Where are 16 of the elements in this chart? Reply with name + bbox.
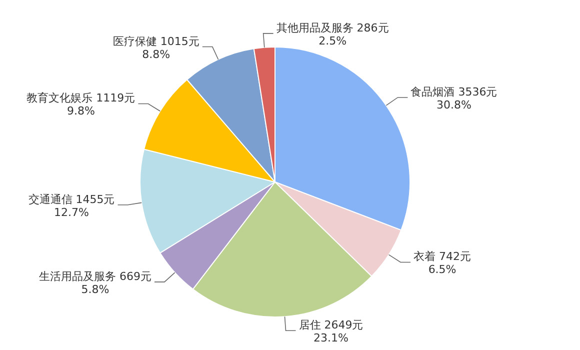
data-label: 23.1% (314, 332, 348, 345)
slice-label: 交通通信 1455元 (28, 192, 115, 206)
slice-label: 医疗保健 1015元 (112, 34, 200, 48)
slice-label: 居住 2649元 (298, 318, 364, 332)
data-label: 5.8% (81, 282, 110, 296)
data-label: 30.8% (436, 98, 472, 112)
slice-label: 食品烟酒 3536元 (410, 85, 498, 98)
data-label: 6.5% (428, 263, 456, 276)
slice-label: 衣着 742元 (414, 250, 472, 264)
slice-label: 生活用品及服务 669元 (38, 270, 152, 283)
slice-label: 教育文化娱乐 1119元 (26, 92, 136, 105)
data-label: 12.7% (54, 206, 89, 219)
slice-label: 其他用品及服务 286元 (276, 21, 389, 34)
data-label: 9.8% (66, 104, 95, 118)
data-label: 2.5% (318, 34, 347, 48)
data-label: 8.8% (142, 48, 170, 61)
